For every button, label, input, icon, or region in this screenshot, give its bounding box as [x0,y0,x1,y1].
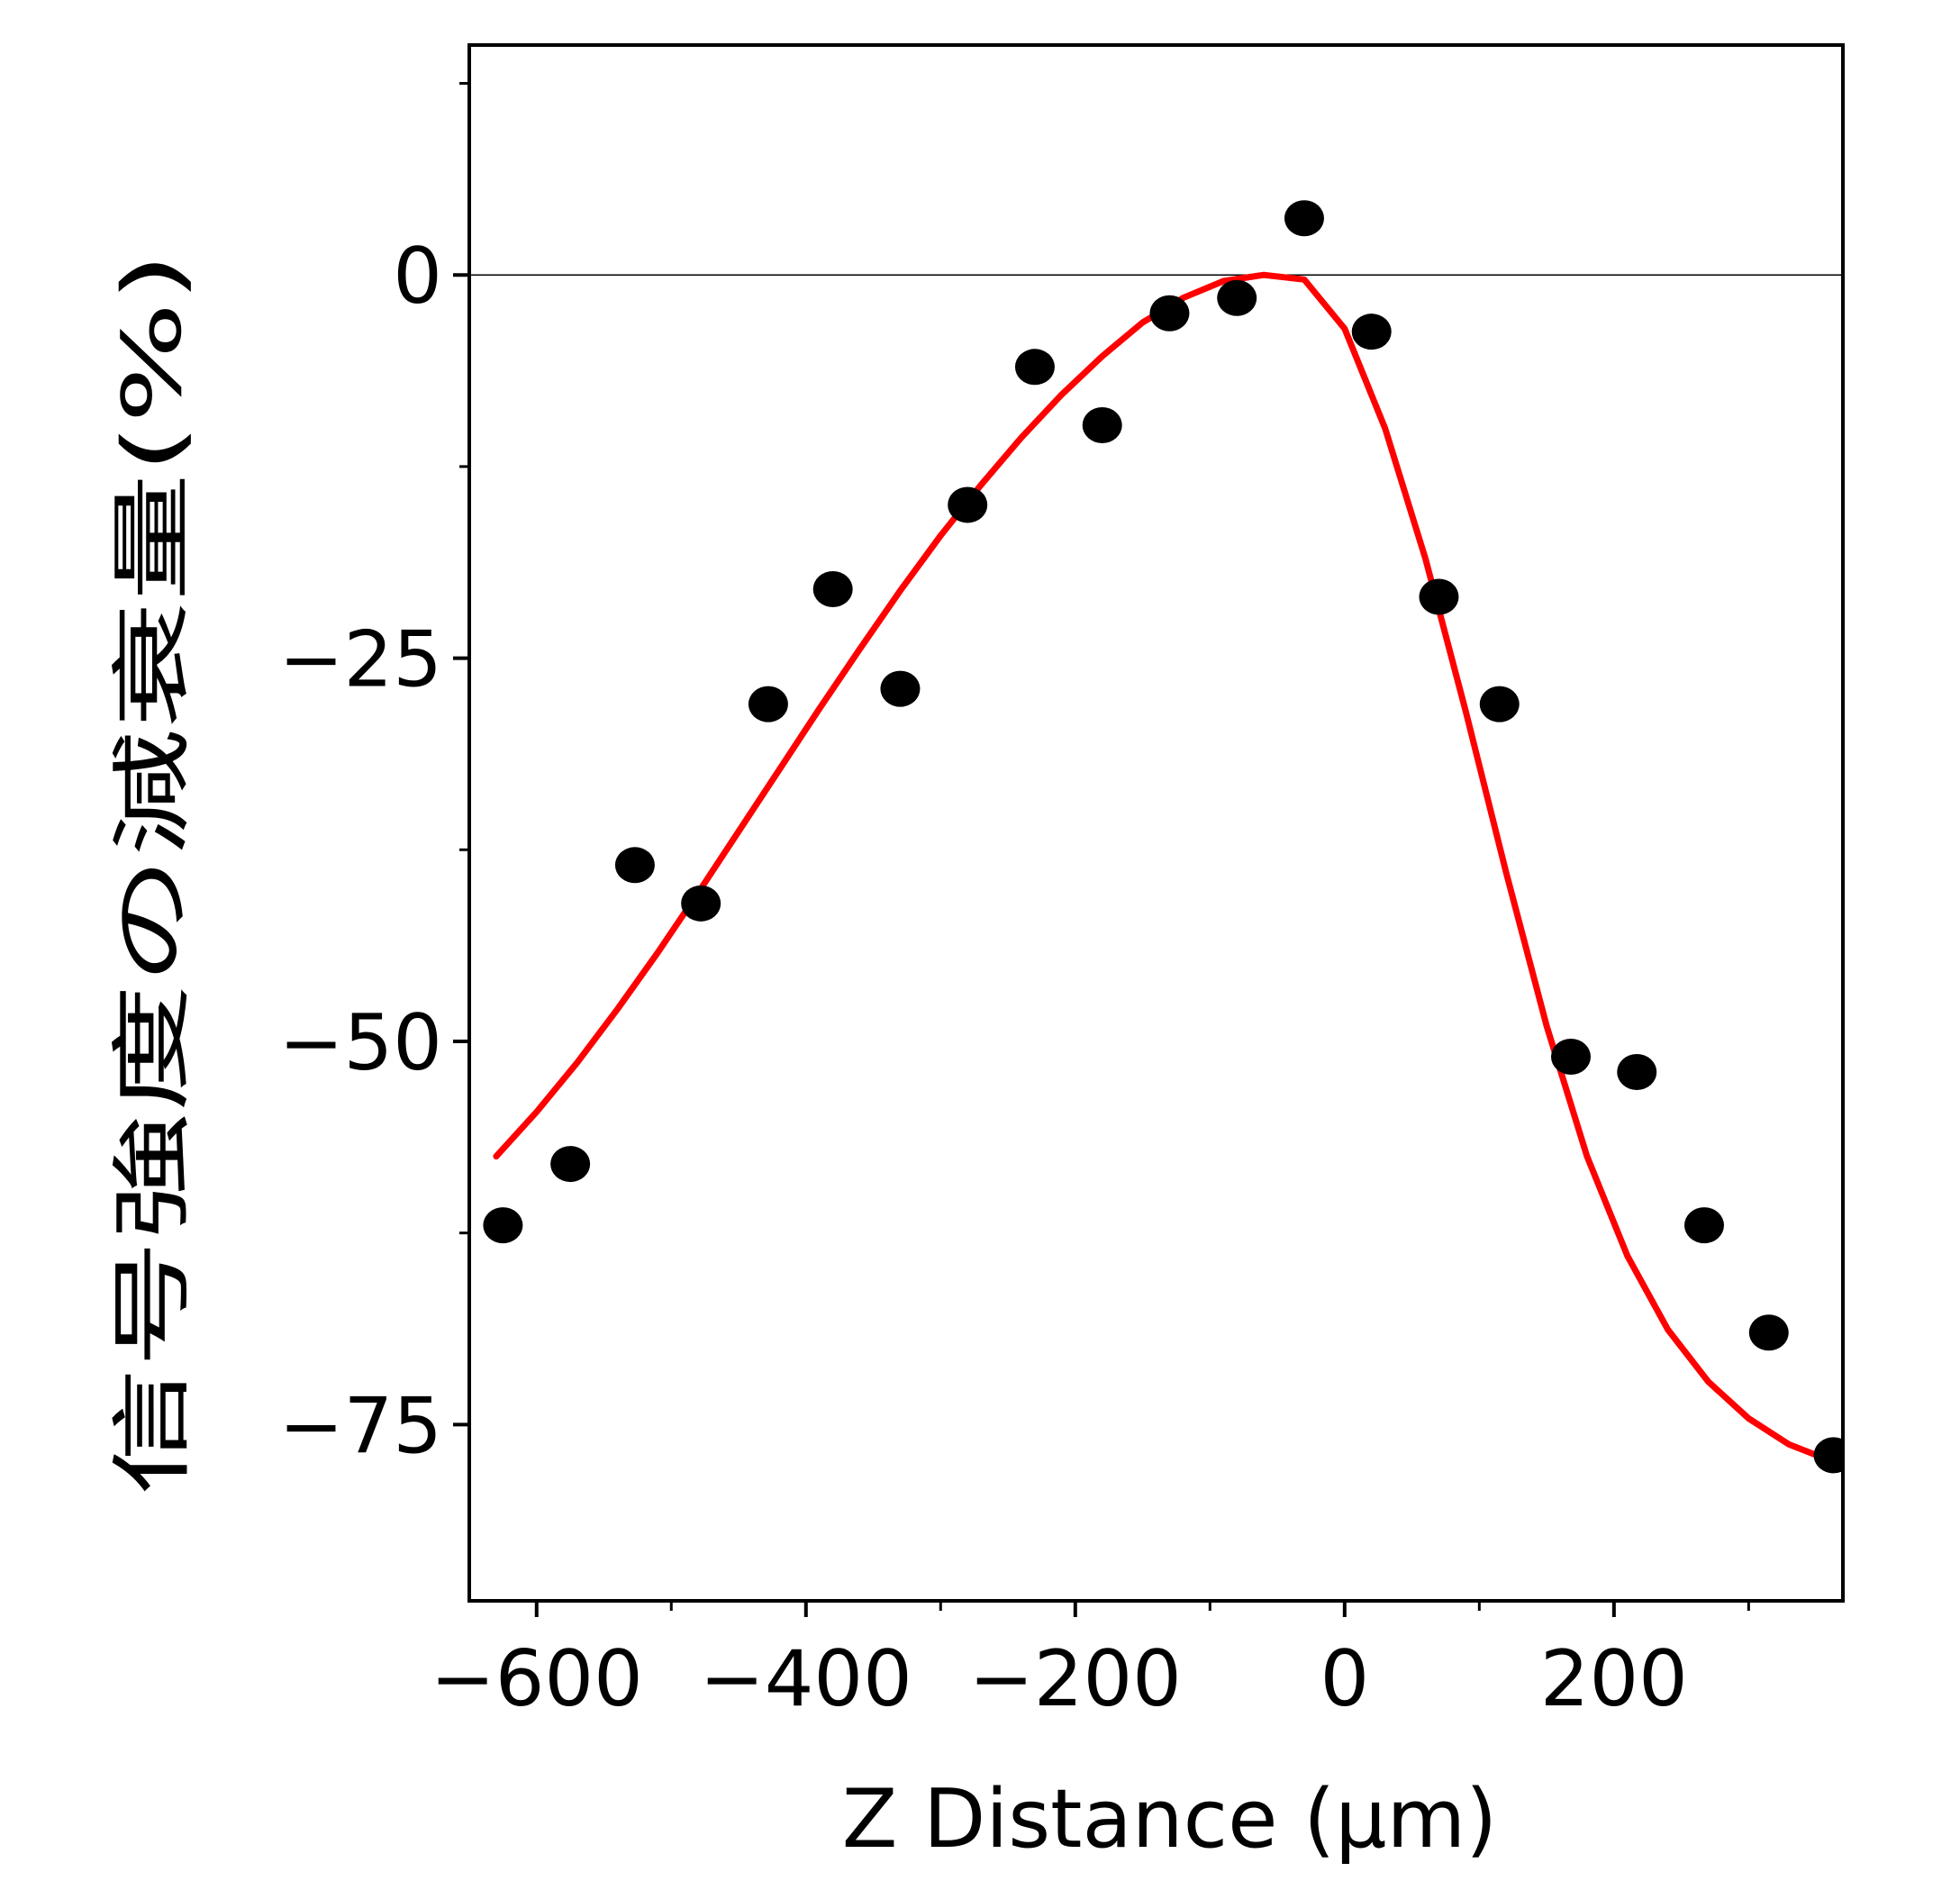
data-point [550,1146,591,1183]
data-point [614,847,655,884]
y-tick-label: 0 [393,232,442,322]
data-points [483,200,1843,1474]
data-point [1550,1038,1591,1075]
data-point [1617,1053,1657,1090]
x-tick-label: −400 [700,1634,912,1724]
data-point [880,670,921,707]
data-point [1149,295,1190,332]
data-point [1014,349,1055,386]
data-point [1082,406,1122,443]
y-tick-label: −75 [279,1381,443,1471]
data-point [1217,279,1257,316]
plot-content [469,200,1843,1474]
x-tick-label: −200 [969,1634,1182,1724]
data-point [748,686,788,722]
x-axis-ticks: −600 −400 −200 0 200 [431,1601,1750,1724]
data-point [1748,1314,1789,1351]
y-tick-label: −50 [279,998,443,1088]
x-tick-label: −600 [431,1634,643,1724]
data-point [1813,1437,1843,1474]
x-tick-label: 200 [1540,1634,1688,1724]
data-point [812,571,853,608]
fit-curve [493,271,1839,1467]
data-point [483,1207,523,1244]
plot-frame [467,43,1845,1603]
data-point [681,885,721,922]
data-point [1479,686,1520,722]
y-axis-title: 信号強度の減衰量(%) [105,252,200,1495]
data-point [1284,200,1324,237]
y-axis-ticks: 0 −25 −50 −75 [279,82,469,1471]
data-point [1419,578,1459,615]
data-point [1684,1207,1725,1244]
y-tick-label: −25 [279,615,443,705]
x-tick-label: 0 [1320,1634,1369,1724]
data-point [1351,314,1392,350]
x-axis-title: Z Distance (μm) [842,1772,1498,1867]
data-point [948,486,988,523]
